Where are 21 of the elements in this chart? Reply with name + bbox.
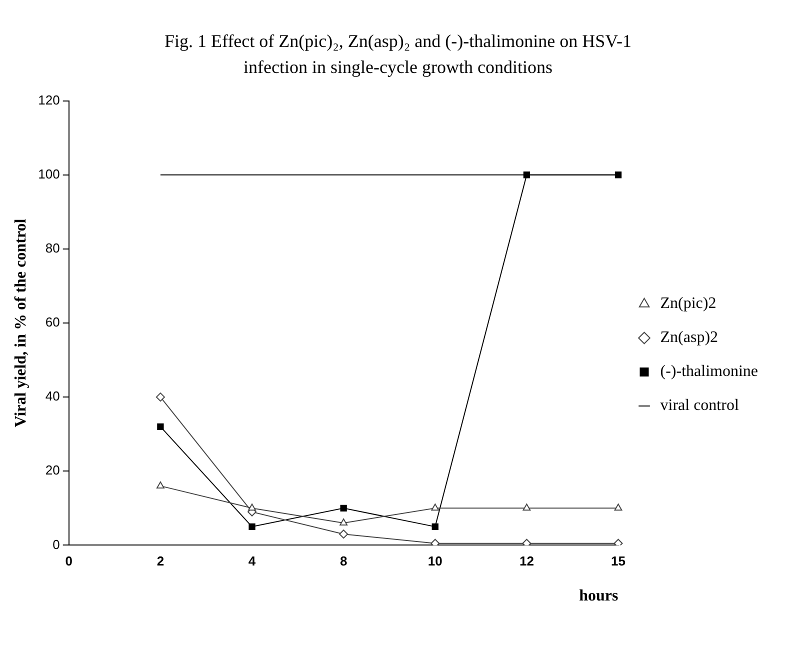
y-tick-label: 0: [52, 536, 60, 552]
legend-label: Zn(pic)2: [660, 295, 716, 312]
x-tick-label: 8: [340, 554, 348, 569]
legend-label: (-)-thalimonine: [660, 363, 758, 380]
legend-label: viral control: [660, 397, 740, 414]
x-tick-label: 15: [611, 554, 626, 569]
y-tick-label: 100: [38, 166, 60, 182]
y-axis-title: Viral yield, in % of the control: [12, 218, 30, 428]
x-tick-label: 12: [519, 554, 534, 569]
legend-label: Zn(asp)2: [660, 329, 718, 346]
x-tick-label: 10: [428, 554, 442, 569]
x-axis-title: hours: [579, 588, 618, 605]
y-tick-label: 120: [38, 92, 60, 108]
x-tick-label: 4: [248, 554, 256, 569]
y-tick-label: 40: [45, 388, 60, 404]
x-tick-label: 2: [156, 554, 164, 569]
chart-title: Fig. 1 Effect of Zn(pic)₂, Zn(asp)₂ and (-)-thalimonine on HSV-1 infection in single-cycle growth conditions: [164, 30, 632, 79]
x-tick-label: 0: [65, 554, 73, 569]
y-tick-label: 60: [45, 314, 60, 330]
y-tick-label: 20: [45, 462, 60, 478]
y-tick-label: 80: [45, 240, 60, 256]
